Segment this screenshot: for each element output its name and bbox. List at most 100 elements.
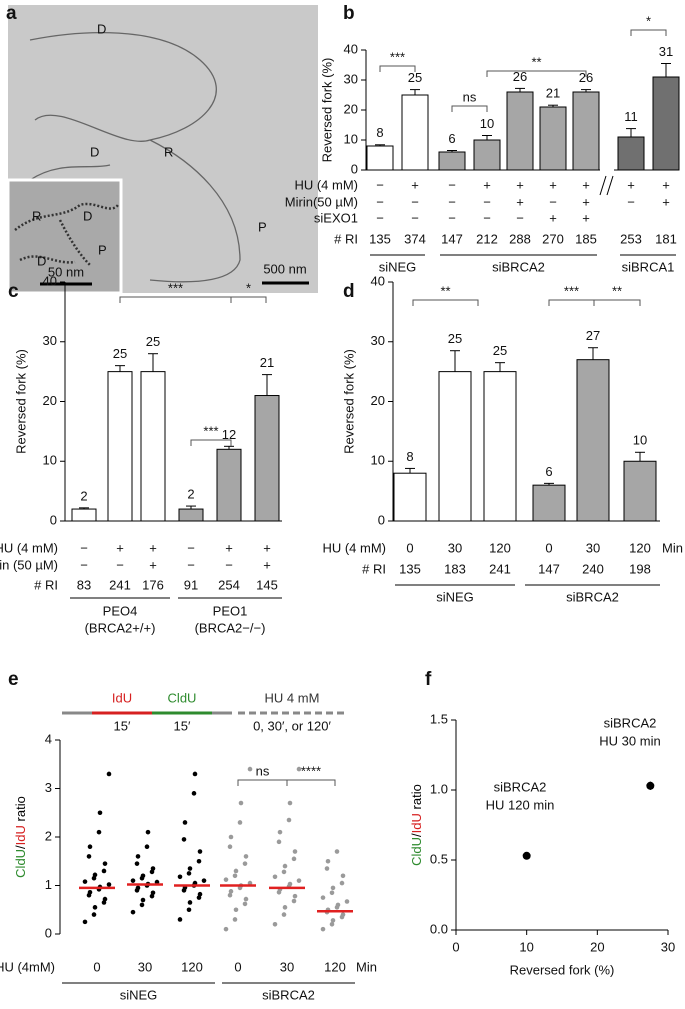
row-value: 147 <box>538 561 560 576</box>
row-value: − <box>516 210 524 225</box>
row-value: + <box>263 557 271 572</box>
row-value: − <box>187 557 195 572</box>
dot <box>197 891 203 897</box>
row-value: + <box>225 540 233 555</box>
row-value: − <box>411 210 419 225</box>
sig-bracket <box>486 70 587 77</box>
x-tick-label: 20 <box>590 939 604 954</box>
y-label-part: ratio <box>13 796 28 825</box>
em-label: D <box>90 144 99 159</box>
dot <box>282 863 288 869</box>
value-label: 10 <box>633 433 647 448</box>
group-label: PEO1 <box>213 603 248 618</box>
value-label: 25 <box>493 343 507 358</box>
value-label: 2 <box>80 488 87 503</box>
panel-label: a <box>6 3 17 24</box>
sig-bracket <box>593 299 641 306</box>
row-value: − <box>225 557 233 572</box>
y-tick-label: 0 <box>50 512 57 527</box>
value-label: 10 <box>480 116 494 131</box>
panel-label: d <box>343 281 355 302</box>
value-label: 25 <box>146 334 160 349</box>
bar <box>483 371 517 522</box>
timeline-duration: 15′ <box>114 718 131 733</box>
value-label: 2 <box>187 487 194 502</box>
sig-label: ** <box>612 283 622 298</box>
dot <box>82 879 88 884</box>
group-label: PEO4 <box>103 603 138 618</box>
row-value: 0 <box>234 959 241 974</box>
row-value: − <box>483 210 491 225</box>
value-label: 25 <box>408 70 422 85</box>
group-label: siBRCA2 <box>492 259 545 274</box>
row-value: 185 <box>575 231 597 246</box>
panel-label: c <box>8 281 19 302</box>
sig-label: *** <box>564 283 579 298</box>
row-label: # RI <box>334 231 358 246</box>
dot <box>177 917 183 922</box>
row-value: + <box>116 540 124 555</box>
dot <box>287 881 293 887</box>
row-value: 147 <box>441 231 463 246</box>
dot <box>192 771 198 777</box>
x-tick-label: 10 <box>519 939 533 954</box>
bar <box>254 395 280 522</box>
dot <box>325 858 331 864</box>
value-label: 27 <box>586 328 600 343</box>
value-label: 31 <box>659 44 673 59</box>
dot <box>102 896 108 902</box>
y-label-part: CldU <box>409 837 424 866</box>
dot <box>291 898 297 904</box>
row-value: 120 <box>489 540 511 555</box>
dot <box>335 902 341 908</box>
dot <box>287 800 293 806</box>
group-label: siNEG <box>436 589 474 604</box>
value-label: 6 <box>448 131 455 146</box>
dot <box>232 873 238 879</box>
row-value: 120 <box>181 959 203 974</box>
group-label: siBRCA1 <box>622 259 675 274</box>
dot <box>292 893 298 899</box>
row-value: − <box>627 194 635 209</box>
dot <box>177 874 183 880</box>
bar <box>393 472 427 522</box>
bar <box>473 139 501 171</box>
dot <box>227 844 233 849</box>
row-value: 253 <box>620 231 642 246</box>
sig-bracket <box>630 29 667 36</box>
sig-label: *** <box>168 280 183 295</box>
dot <box>97 810 103 816</box>
dot <box>187 866 193 871</box>
bar <box>539 106 567 171</box>
timeline-label: CldU <box>168 690 197 705</box>
dot <box>92 872 98 878</box>
sig-bracket <box>190 439 232 446</box>
dot <box>87 889 93 895</box>
point <box>646 781 655 790</box>
y-tick-label: 40 <box>371 273 385 288</box>
sig-bracket <box>119 296 232 303</box>
dot <box>296 878 302 883</box>
row-value: 288 <box>509 231 531 246</box>
sig-bracket <box>230 296 267 303</box>
dot <box>340 873 346 879</box>
value-label: 26 <box>579 70 593 85</box>
row-label: HU (4 mM) <box>294 177 358 192</box>
panel-label: f <box>425 669 432 690</box>
dot <box>276 839 282 845</box>
y-label-part: / <box>13 845 28 849</box>
dot <box>106 771 112 777</box>
row-label: siEXO1 <box>314 210 358 225</box>
dot <box>87 844 93 849</box>
dot <box>242 861 248 866</box>
row-value: + <box>263 540 271 555</box>
dot <box>102 861 108 866</box>
row-value: 120 <box>324 959 346 974</box>
y-tick-label: 1 <box>45 877 52 892</box>
dot <box>339 880 345 886</box>
y-tick-label: 10 <box>371 453 385 468</box>
y-tick-label: 0 <box>45 925 52 940</box>
row-value: 212 <box>476 231 498 246</box>
row-value: − <box>549 194 557 209</box>
bar <box>438 151 466 171</box>
